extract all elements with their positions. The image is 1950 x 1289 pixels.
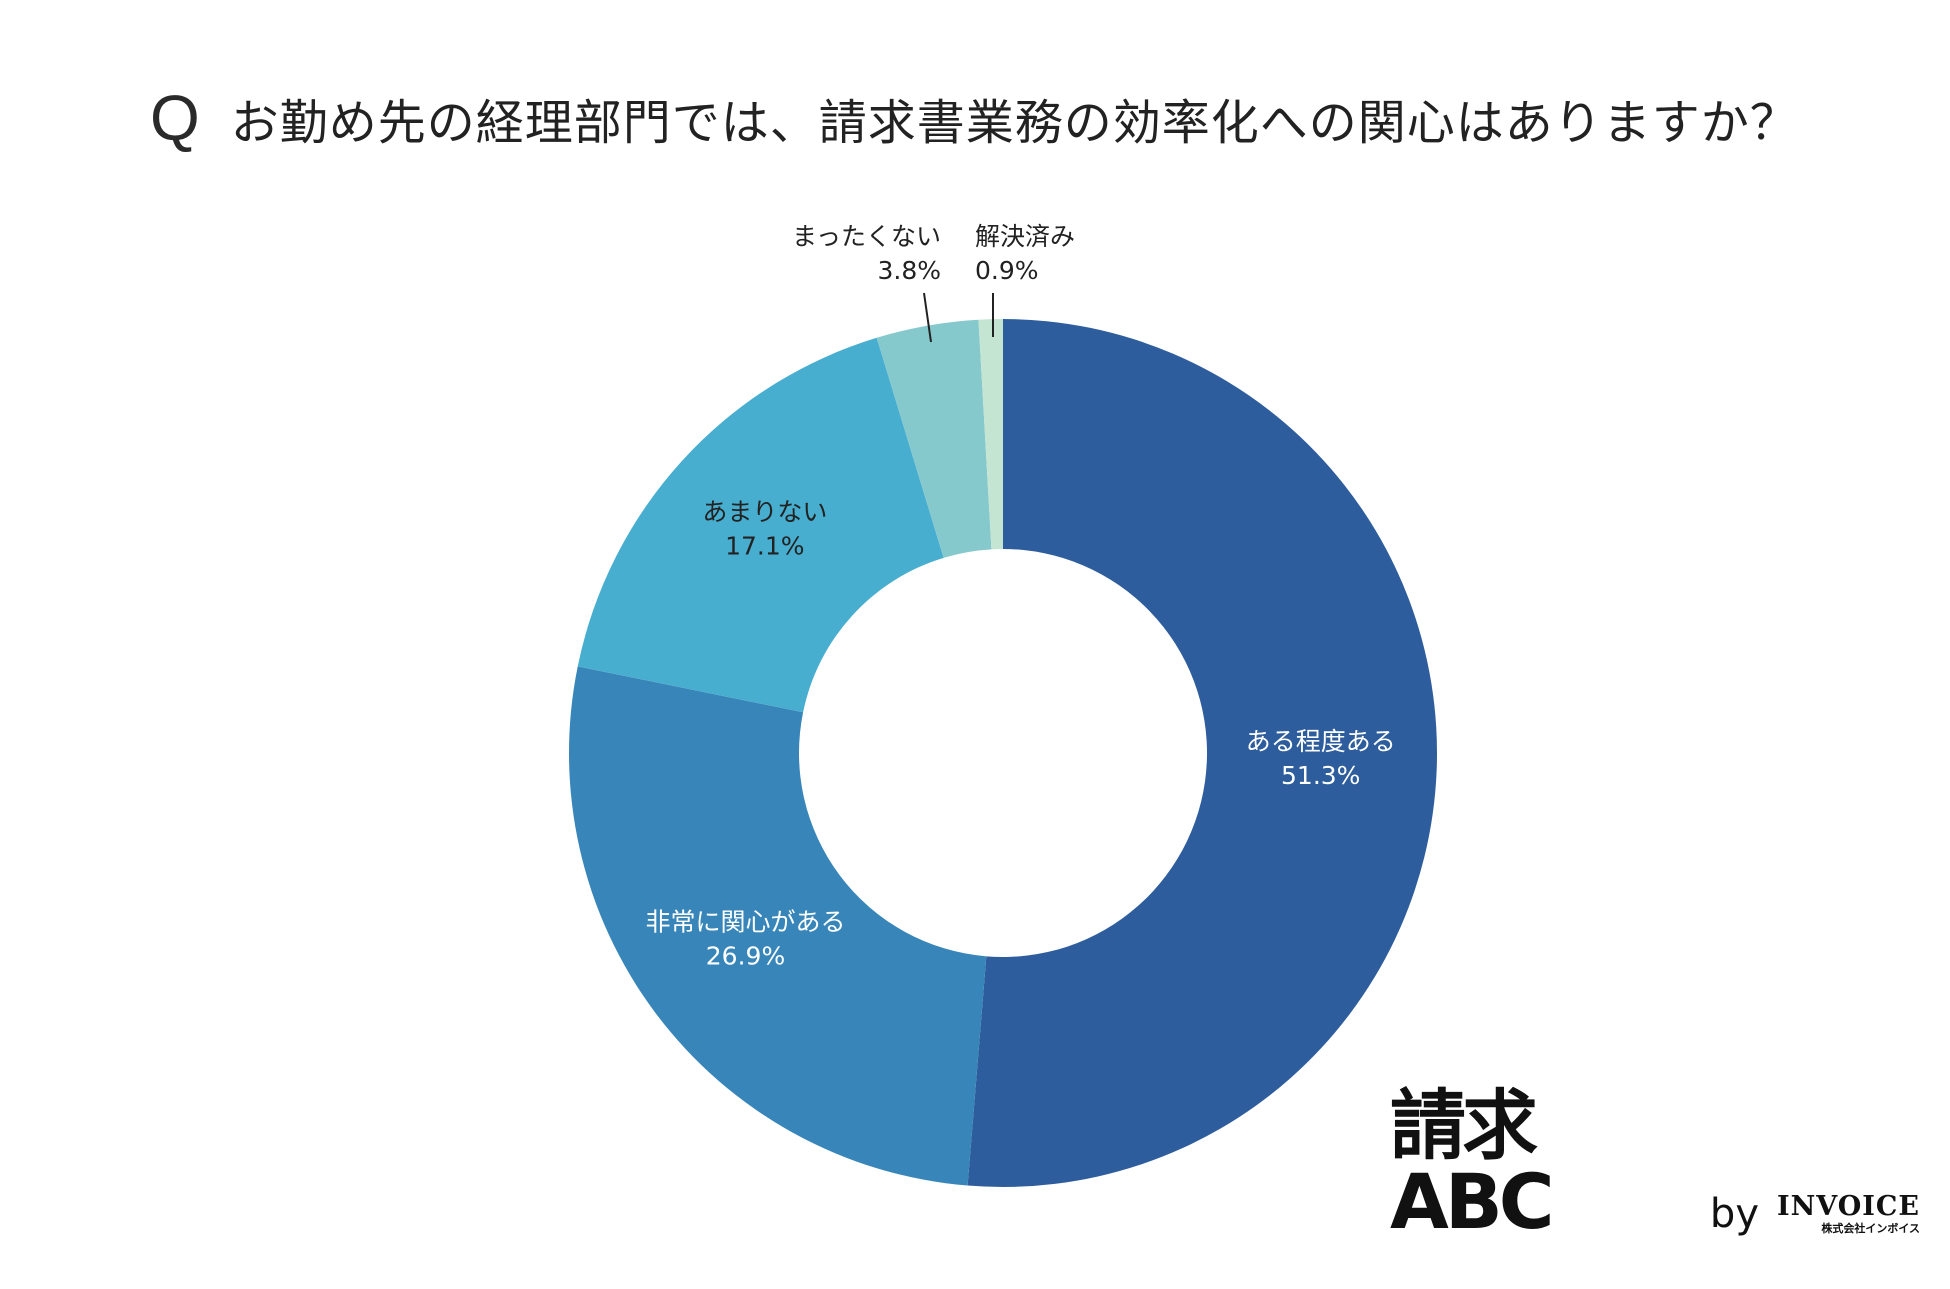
value-label-slice-4: 3.8%: [877, 256, 941, 285]
value-label-slice-3: 17.1%: [725, 531, 804, 560]
category-label-slice-4: まったくない: [792, 222, 941, 251]
leader-line-slice-4: [923, 292, 932, 343]
logo-wordmark: 請求ABC: [1390, 1081, 1555, 1246]
question-text: お勤め先の経理部門では、請求書業務の効率化への関心はありますか？: [230, 95, 1799, 151]
category-label-slice-5: 解決済み: [975, 222, 1075, 251]
logo-company-sub: 株式会社インボイス: [1821, 1222, 1920, 1235]
value-label-slice-5: 0.9%: [975, 256, 1039, 285]
category-label-slice-1: ある程度ある: [1246, 727, 1396, 756]
donut-slice-slice-4: [876, 319, 992, 558]
donut-slices: [568, 319, 1437, 1187]
value-label-slice-1: 51.3%: [1281, 761, 1360, 790]
donut-slice-slice-2: [568, 666, 987, 1186]
logo-company-name: INVOICE: [1776, 1191, 1920, 1222]
donut-slice-slice-1: [967, 319, 1437, 1187]
donut-slice-slice-3: [577, 337, 944, 713]
question-title: Q お勤め先の経理部門では、請求書業務の効率化への関心はありますか？: [150, 78, 1850, 158]
category-label-slice-3: あまりない: [702, 497, 827, 526]
category-label-slice-2: 非常に関心がある: [645, 907, 845, 936]
logo-by: by: [1709, 1191, 1759, 1237]
brand-logo: 請求ABC by INVOICE 株式会社インボイス: [1390, 1088, 1920, 1240]
question-marker: Q: [150, 82, 201, 154]
leader-lines: [923, 292, 994, 343]
slice-labels: ある程度ある 51.3% 非常に関心がある 26.9% あまりない 17.1% まったくない…: [645, 222, 1395, 970]
donut-slice-slice-5: [978, 319, 1003, 550]
logo-company: INVOICE 株式会社インボイス: [1777, 1193, 1920, 1234]
value-label-slice-2: 26.9%: [706, 941, 785, 970]
